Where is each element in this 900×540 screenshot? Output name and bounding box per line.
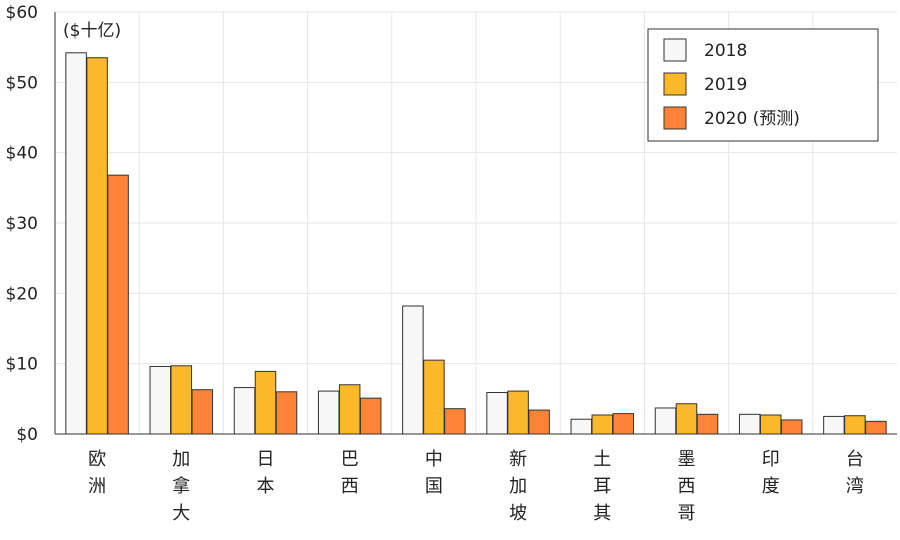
bar [254,370,277,435]
bar [865,420,887,435]
bar [149,365,172,435]
category-label: 日本 [257,449,275,497]
bars [65,52,887,435]
bar [65,52,87,435]
bar [675,403,698,435]
bar [338,384,361,435]
bar [738,413,761,435]
bar [696,413,719,435]
y-tick-label: $0 [16,425,38,445]
y-tick-label: $50 [6,73,38,93]
legend-swatch [663,72,687,96]
bar [275,391,298,435]
bar [170,365,193,435]
bar [317,390,340,435]
y-tick-label: $10 [6,355,38,375]
y-tick-label: $40 [6,144,38,164]
category-label: 新加坡 [509,449,527,524]
legend: 2018 2019 2020 (预测) [647,28,879,142]
legend-label: 2018 [704,41,747,61]
bar [823,415,845,435]
category-label: 加拿大 [172,449,190,524]
bar [591,414,614,435]
category-label: 巴西 [341,449,359,497]
legend-label: 2020 (预测) [704,109,800,129]
y-tick-label: $20 [6,284,38,304]
category-label: 墨西哥 [678,449,696,524]
y-tick-label: $30 [6,214,38,234]
axes [54,12,897,435]
bar [191,389,214,435]
bar [507,390,529,435]
y-tick-labels: $0 $10 $20 $30 $40 $50 $60 [6,3,38,445]
bar [654,407,677,435]
bar [486,392,508,435]
category-label: 中国 [425,449,443,497]
y-tick-label: $60 [6,3,38,23]
bar [359,397,382,435]
bar [86,57,108,435]
category-label: 印度 [762,449,780,497]
gridlines [55,11,897,434]
category-labels: 欧洲 加拿大 日本 巴西 中国 新加坡 土耳其 墨西哥 印度 台湾 [88,449,864,524]
legend-label: 2019 [704,75,747,95]
bar [528,409,550,435]
bar [844,415,866,435]
bar [612,413,635,435]
legend-swatch [663,38,687,62]
category-label: 土耳其 [593,449,611,524]
bar [444,408,466,435]
bar [759,414,782,435]
bar [402,305,424,435]
bar [233,387,256,435]
bar [780,419,803,435]
bar [570,418,593,435]
unit-label: ($十亿) [63,21,121,41]
bar [423,359,445,435]
category-label: 欧洲 [88,449,106,497]
legend-swatch [663,106,687,130]
bar [107,174,129,435]
category-label: 台湾 [846,449,864,497]
